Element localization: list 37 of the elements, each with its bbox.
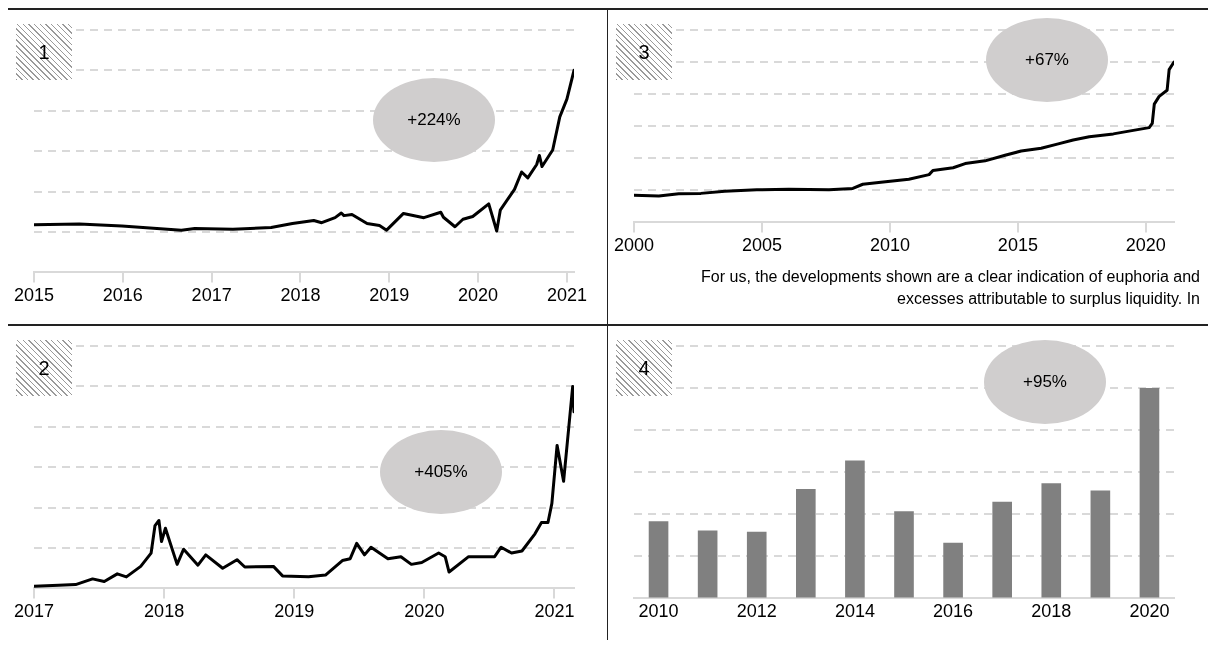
x-tick-label: 2017 — [13, 601, 55, 622]
x-tick-label: 2019 — [369, 285, 410, 306]
ellipse-badge: +224% — [373, 78, 495, 162]
x-tick-label: 2005 — [741, 235, 782, 256]
hatched-box: 2 — [16, 340, 72, 396]
x-tick-label: 2000 — [613, 235, 655, 256]
x-tick-label: 2018 — [144, 601, 185, 622]
annotation: +224% — [407, 110, 461, 130]
x-tick-label: 2020 — [458, 285, 499, 306]
x-tick-label: 2014 — [834, 601, 875, 622]
hatched-box: 1 — [16, 24, 72, 80]
x-tick-label: 2018 — [1031, 601, 1072, 622]
annotation: +95% — [1023, 372, 1067, 392]
hatched-box: 3 — [616, 24, 672, 80]
x-tick-label: 2020 — [1125, 235, 1166, 256]
x-tick-label: 2012 — [736, 601, 777, 622]
ellipse-badge: +67% — [986, 18, 1108, 102]
hatched-box: 4 — [616, 340, 672, 396]
text: For us, the developments shown are a clear indication of euphoria and excesses attributable to surplus liquidity. In — [700, 267, 1200, 309]
x-tick-label: 2020 — [1129, 601, 1170, 622]
x-tick-label: 2016 — [102, 285, 143, 306]
annotation: 3 — [638, 40, 650, 64]
x-tick-label: 2019 — [274, 601, 315, 622]
x-tick-label: 2010 — [638, 601, 679, 622]
x-tick-label: 2021 — [546, 285, 587, 306]
ellipse-badge: +405% — [380, 430, 502, 514]
ellipse-badge: +95% — [984, 340, 1106, 424]
annotation: +67% — [1025, 50, 1069, 70]
x-tick-label: 2018 — [280, 285, 321, 306]
x-tick-label: 2020 — [404, 601, 445, 622]
annotation: +405% — [414, 462, 468, 482]
x-tick-label: 2010 — [869, 235, 910, 256]
x-tick-label: 2015 — [13, 285, 55, 306]
x-tick-label: 2021 — [534, 601, 575, 622]
x-tick-label: 2017 — [191, 285, 232, 306]
x-tick-label: 2016 — [933, 601, 974, 622]
x-tick-label: 2015 — [997, 235, 1038, 256]
